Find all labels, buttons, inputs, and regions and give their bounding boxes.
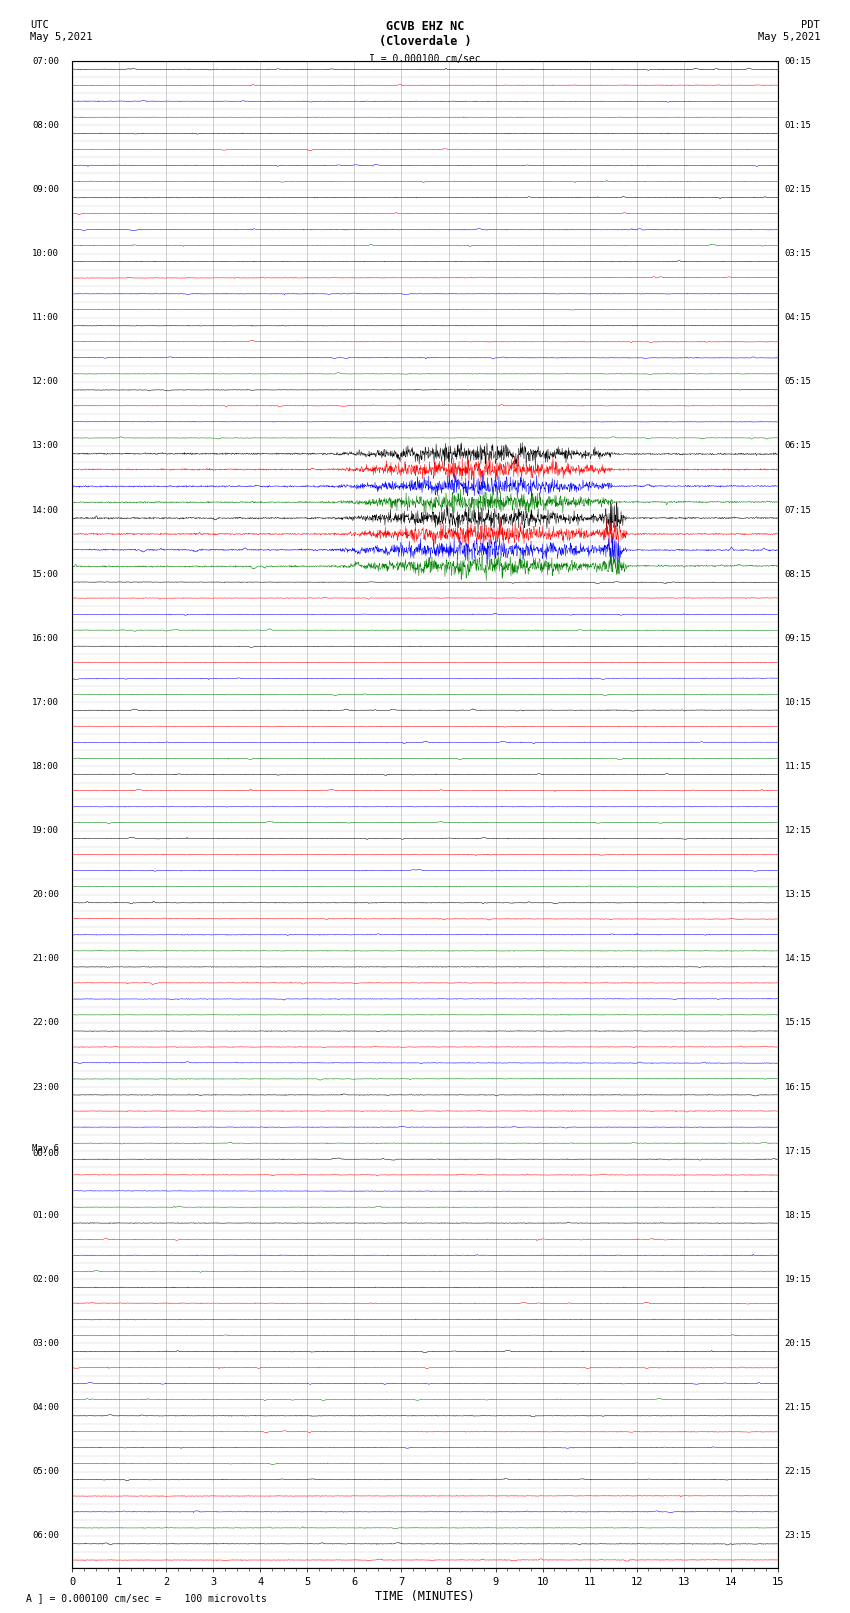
Text: 10:15: 10:15	[785, 698, 812, 706]
Text: UTC
May 5,2021: UTC May 5,2021	[30, 19, 93, 42]
Text: 11:00: 11:00	[32, 313, 60, 323]
Text: 13:00: 13:00	[32, 442, 60, 450]
Text: 23:15: 23:15	[785, 1531, 812, 1540]
Text: 17:15: 17:15	[785, 1147, 812, 1155]
Text: 15:15: 15:15	[785, 1018, 812, 1027]
Text: 14:00: 14:00	[32, 505, 60, 515]
Text: GCVB EHZ NC
(Cloverdale ): GCVB EHZ NC (Cloverdale )	[379, 19, 471, 48]
Text: 01:15: 01:15	[785, 121, 812, 131]
Text: 04:15: 04:15	[785, 313, 812, 323]
Text: 22:00: 22:00	[32, 1018, 60, 1027]
Text: 10:00: 10:00	[32, 248, 60, 258]
Text: 11:15: 11:15	[785, 761, 812, 771]
Text: 18:00: 18:00	[32, 761, 60, 771]
Text: 01:00: 01:00	[32, 1211, 60, 1219]
Text: 21:00: 21:00	[32, 955, 60, 963]
Text: 02:15: 02:15	[785, 185, 812, 194]
Text: 17:00: 17:00	[32, 698, 60, 706]
Text: 22:15: 22:15	[785, 1468, 812, 1476]
Text: 03:00: 03:00	[32, 1339, 60, 1348]
Text: 03:15: 03:15	[785, 248, 812, 258]
Text: A ] = 0.000100 cm/sec =    100 microvolts: A ] = 0.000100 cm/sec = 100 microvolts	[26, 1594, 266, 1603]
Text: 02:00: 02:00	[32, 1274, 60, 1284]
Text: 15:00: 15:00	[32, 569, 60, 579]
Text: I = 0.000100 cm/sec: I = 0.000100 cm/sec	[369, 53, 481, 65]
Text: 09:00: 09:00	[32, 185, 60, 194]
Text: 05:15: 05:15	[785, 377, 812, 387]
Text: 19:15: 19:15	[785, 1274, 812, 1284]
X-axis label: TIME (MINUTES): TIME (MINUTES)	[375, 1590, 475, 1603]
Text: 12:00: 12:00	[32, 377, 60, 387]
Text: 14:15: 14:15	[785, 955, 812, 963]
Text: 23:00: 23:00	[32, 1082, 60, 1092]
Text: 20:00: 20:00	[32, 890, 60, 898]
Text: 00:00: 00:00	[32, 1148, 60, 1158]
Text: 20:15: 20:15	[785, 1339, 812, 1348]
Text: 13:15: 13:15	[785, 890, 812, 898]
Text: PDT
May 5,2021: PDT May 5,2021	[757, 19, 820, 42]
Text: 12:15: 12:15	[785, 826, 812, 836]
Text: 21:15: 21:15	[785, 1403, 812, 1411]
Text: 07:00: 07:00	[32, 56, 60, 66]
Text: 16:00: 16:00	[32, 634, 60, 642]
Text: May 6: May 6	[32, 1144, 60, 1153]
Text: 07:15: 07:15	[785, 505, 812, 515]
Text: 18:15: 18:15	[785, 1211, 812, 1219]
Text: 09:15: 09:15	[785, 634, 812, 642]
Text: 06:00: 06:00	[32, 1531, 60, 1540]
Text: 05:00: 05:00	[32, 1468, 60, 1476]
Text: 08:15: 08:15	[785, 569, 812, 579]
Text: 04:00: 04:00	[32, 1403, 60, 1411]
Text: 00:15: 00:15	[785, 56, 812, 66]
Text: 06:15: 06:15	[785, 442, 812, 450]
Text: 19:00: 19:00	[32, 826, 60, 836]
Text: 08:00: 08:00	[32, 121, 60, 131]
Text: 16:15: 16:15	[785, 1082, 812, 1092]
